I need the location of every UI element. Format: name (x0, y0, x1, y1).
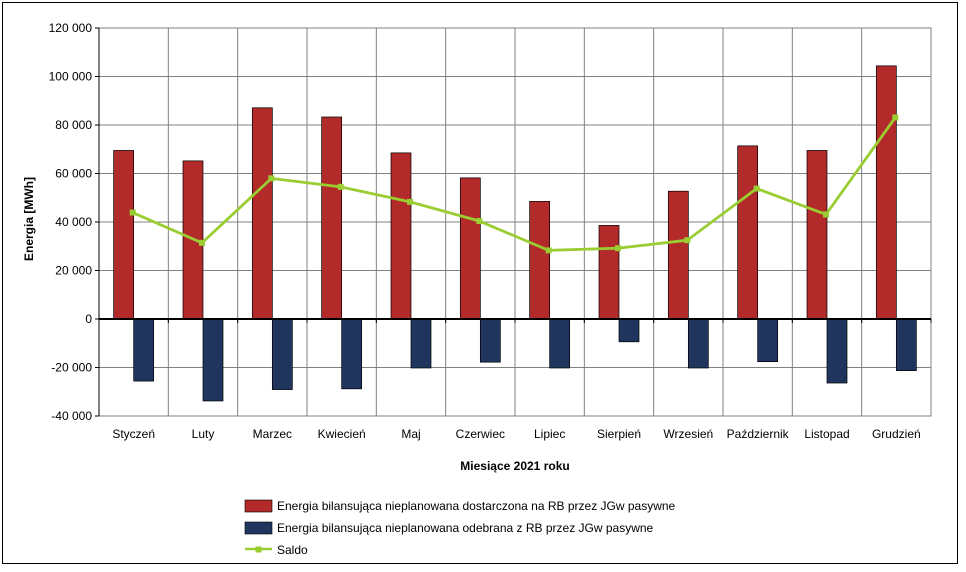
bar-received (341, 318, 363, 390)
bar-received (618, 318, 640, 343)
bar-delivered (737, 145, 759, 320)
bar-received (479, 318, 501, 363)
bar-delivered (321, 116, 343, 320)
x-tick-label: Kwiecień (318, 427, 366, 441)
saldo-marker (476, 218, 483, 225)
y-tick-label: -40 000 (51, 409, 92, 423)
x-tick-label: Marzec (253, 427, 292, 441)
y-tick-label: -20 000 (51, 361, 92, 375)
legend-swatch-delivered (244, 499, 273, 513)
saldo-marker (268, 175, 275, 182)
saldo-line (129, 114, 899, 254)
bar-received (895, 318, 917, 372)
y-tick-label: 60 000 (55, 167, 92, 181)
bar-received (410, 318, 432, 369)
x-tick-label: Lipiec (534, 427, 565, 441)
bar-received (202, 318, 224, 402)
legend-label-saldo: Saldo (277, 543, 308, 557)
saldo-marker (199, 239, 205, 246)
bar-delivered (529, 201, 551, 320)
bar-received (687, 318, 709, 369)
legend-label-received: Energia bilansująca nieplanowana odebran… (277, 521, 654, 535)
x-axis-title: Miesiące 2021 roku (460, 459, 569, 473)
bar-received (549, 318, 571, 369)
y-tick-label: 120 000 (49, 21, 93, 35)
saldo-polyline (132, 116, 897, 252)
saldo-marker (753, 185, 760, 192)
x-tick-label: Październik (727, 427, 790, 441)
y-tick-label: 80 000 (55, 118, 92, 132)
bar-delivered (598, 225, 620, 320)
bar-received (826, 318, 848, 384)
bar-delivered (251, 107, 273, 320)
bar-received (133, 318, 155, 382)
x-tick-label: Luty (192, 427, 215, 441)
bar-received (271, 318, 293, 390)
saldo-marker (823, 211, 829, 218)
saldo-marker (129, 209, 136, 216)
y-tick-labels: -40 000 -20 000 0 20 000 40 000 60 000 80 000 1… (49, 21, 93, 423)
bar-delivered (459, 177, 481, 320)
saldo-marker (407, 198, 413, 205)
y-tick-label: 100 000 (49, 70, 93, 84)
x-tick-label: Listopad (804, 427, 849, 441)
y-tick-label: 0 (85, 312, 92, 326)
x-tick-label: Sierpień (597, 427, 641, 441)
saldo-marker (684, 237, 691, 244)
legend-swatch-saldo-marker (255, 546, 262, 553)
x-tick-label: Grudzień (872, 427, 921, 441)
bar-delivered (875, 65, 897, 320)
x-tick-label: Wrzesień (663, 427, 713, 441)
y-axis-title: Energia [MWh] (22, 177, 36, 261)
x-tick-label: Maj (401, 427, 420, 441)
saldo-marker (545, 247, 552, 254)
y-tick-label: 40 000 (55, 215, 92, 229)
legend-label-delivered: Energia bilansująca nieplanowana dostarc… (277, 499, 676, 513)
chart: -40 000 -20 000 0 20 000 40 000 60 000 80 000 1… (22, 21, 932, 557)
x-tick-label: Czerwiec (456, 427, 505, 441)
y-tick-label: 20 000 (55, 264, 92, 278)
saldo-marker (337, 183, 344, 190)
bar-received (757, 318, 779, 363)
saldo-marker (615, 245, 621, 252)
bar-delivered (667, 190, 689, 320)
legend-swatch-received (244, 521, 273, 535)
x-tick-label: Styczeń (112, 427, 155, 441)
saldo-marker (892, 114, 899, 121)
bar-delivered (806, 150, 828, 320)
grid (99, 27, 931, 417)
legend: Energia bilansująca nieplanowana dostarc… (244, 499, 676, 557)
bar-delivered (113, 150, 135, 320)
chart-frame: -40 000 -20 000 0 20 000 40 000 60 000 80 000 1… (2, 2, 958, 564)
x-tick-labels: Styczeń Luty Marzec Kwiecień Maj Czerwiec Lipi… (112, 427, 920, 441)
axes (95, 27, 932, 417)
bar-delivered (390, 152, 412, 320)
